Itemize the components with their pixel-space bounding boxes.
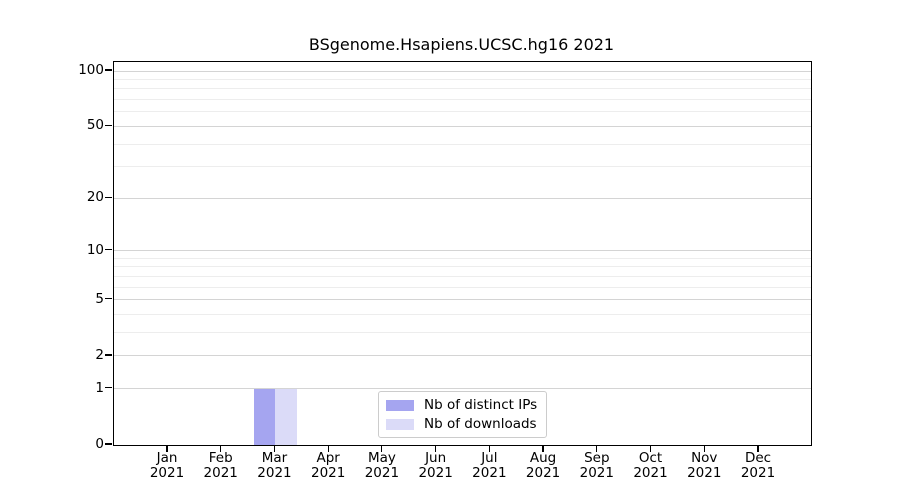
x-axis-tick-label: Oct 2021 xyxy=(633,450,668,481)
legend: Nb of distinct IPs Nb of downloads xyxy=(378,391,548,438)
x-axis-tick-label: Mar 2021 xyxy=(257,450,292,481)
y-axis-tick xyxy=(105,249,112,251)
plot-area xyxy=(113,61,812,446)
y-axis-tick-label: 5 xyxy=(95,290,104,307)
x-axis-tick xyxy=(220,446,222,452)
x-axis-tick-label: Feb 2021 xyxy=(203,450,238,481)
minor-gridline xyxy=(114,257,811,259)
y-axis-tick xyxy=(105,443,112,445)
major-gridline xyxy=(114,250,811,252)
x-axis-tick xyxy=(757,446,759,452)
x-axis-tick-label: Aug 2021 xyxy=(525,450,561,481)
x-axis-tick-label: Jan 2021 xyxy=(149,450,185,481)
x-axis-tick xyxy=(166,446,168,452)
y-axis-tick xyxy=(105,69,112,71)
x-axis-tick-label: Nov 2021 xyxy=(687,450,722,481)
y-axis-tick xyxy=(105,124,112,127)
y-axis-tick xyxy=(105,196,112,198)
minor-gridline xyxy=(114,266,811,268)
y-axis-tick-label: 100 xyxy=(78,62,104,79)
y-axis-tick xyxy=(105,354,112,356)
x-axis-tick-label: Jun 2021 xyxy=(418,450,453,481)
minor-gridline xyxy=(114,276,811,278)
x-axis-tick xyxy=(435,446,437,452)
y-axis-tick-label: 2 xyxy=(95,346,104,363)
legend-item: Nb of distinct IPs xyxy=(386,397,537,413)
minor-gridline xyxy=(114,332,811,334)
bar-distinct-ips xyxy=(253,388,276,445)
y-axis-tick-label: 0 xyxy=(95,436,104,452)
x-axis-tick-label: May 2021 xyxy=(364,450,400,481)
y-axis-tick-label: 20 xyxy=(86,189,104,206)
legend-item: Nb of downloads xyxy=(386,416,537,432)
legend-label: Nb of distinct IPs xyxy=(424,397,538,413)
x-axis-tick xyxy=(273,446,276,452)
legend-label: Nb of downloads xyxy=(424,416,537,432)
x-axis-tick xyxy=(488,446,490,452)
minor-gridline xyxy=(114,99,811,101)
bar-downloads xyxy=(275,388,297,445)
x-axis-tick-label: Dec 2021 xyxy=(740,450,776,481)
minor-gridline xyxy=(114,314,811,316)
minor-gridline xyxy=(114,166,811,168)
major-gridline xyxy=(114,355,811,357)
minor-gridline xyxy=(114,143,811,145)
major-gridline xyxy=(114,197,811,199)
chart-title: BSgenome.Hsapiens.UCSC.hg16 2021 xyxy=(308,35,615,54)
minor-gridline xyxy=(114,111,811,113)
major-gridline xyxy=(114,299,811,301)
major-gridline xyxy=(114,125,811,127)
x-axis-tick xyxy=(542,446,544,452)
legend-swatch-downloads xyxy=(386,418,414,430)
major-gridline xyxy=(114,388,811,390)
major-gridline xyxy=(114,70,811,72)
y-axis-tick xyxy=(105,387,112,389)
legend-swatch-distinct-ips xyxy=(386,399,414,411)
x-axis-tick-label: Jul 2021 xyxy=(472,450,507,481)
y-axis-tick-label: 50 xyxy=(86,117,104,134)
x-axis-tick xyxy=(649,446,652,452)
y-axis-tick-label: 1 xyxy=(95,379,104,396)
x-axis-tick xyxy=(703,446,705,452)
minor-gridline xyxy=(114,79,811,81)
x-axis-tick-label: Sep 2021 xyxy=(579,450,614,481)
y-axis-tick xyxy=(105,298,112,300)
minor-gridline xyxy=(114,286,811,288)
x-axis-tick xyxy=(596,446,598,452)
x-axis-tick xyxy=(381,446,383,452)
y-axis-tick-label: 10 xyxy=(86,241,104,258)
minor-gridline xyxy=(114,88,811,90)
x-axis-tick xyxy=(327,446,329,452)
x-axis-tick-label: Apr 2021 xyxy=(310,450,346,481)
